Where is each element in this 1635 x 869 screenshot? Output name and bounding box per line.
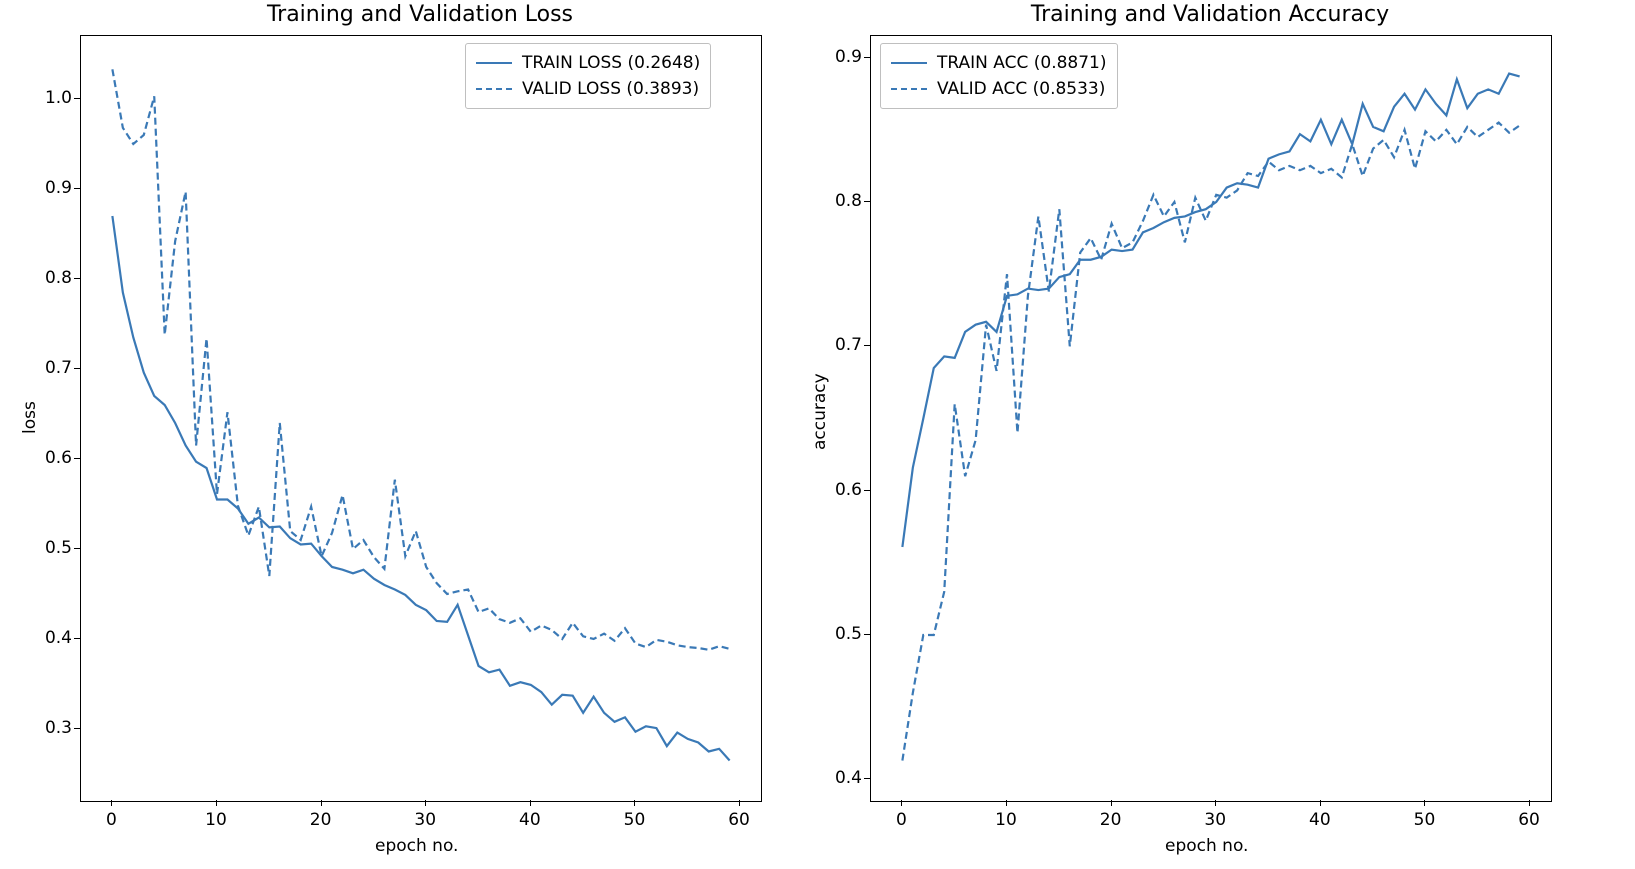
x-tick-label: 50 xyxy=(614,810,654,830)
acc-chart-area xyxy=(870,35,1552,802)
acc-plot-svg xyxy=(871,36,1551,801)
acc-xlabel: epoch no. xyxy=(1165,836,1248,856)
loss-series-1 xyxy=(112,69,729,650)
y-tick xyxy=(864,490,870,491)
y-tick-label: 0.5 xyxy=(38,538,72,558)
y-tick-label: 0.9 xyxy=(828,47,862,67)
y-tick-label: 1.0 xyxy=(38,88,72,108)
x-tick-label: 50 xyxy=(1404,810,1444,830)
y-tick xyxy=(864,201,870,202)
x-tick xyxy=(739,800,740,806)
x-tick-label: 0 xyxy=(881,810,921,830)
x-tick xyxy=(1320,800,1321,806)
x-tick xyxy=(1006,800,1007,806)
y-tick-label: 0.7 xyxy=(828,335,862,355)
x-tick xyxy=(1215,800,1216,806)
x-tick-label: 40 xyxy=(1300,810,1340,830)
legend-label: TRAIN LOSS (0.2648) xyxy=(522,53,700,73)
y-tick-label: 0.4 xyxy=(828,768,862,788)
y-tick-label: 0.5 xyxy=(828,624,862,644)
y-tick xyxy=(864,345,870,346)
acc-title: Training and Validation Accuracy xyxy=(870,2,1550,27)
loss-legend: TRAIN LOSS (0.2648) VALID LOSS (0.3893) xyxy=(465,43,711,109)
legend-item: VALID LOSS (0.3893) xyxy=(476,76,700,102)
x-tick-label: 30 xyxy=(405,810,445,830)
x-tick xyxy=(321,800,322,806)
y-tick xyxy=(74,278,80,279)
y-tick xyxy=(74,548,80,549)
y-tick xyxy=(74,188,80,189)
legend-item: TRAIN ACC (0.8871) xyxy=(891,50,1107,76)
x-tick xyxy=(1111,800,1112,806)
y-tick-label: 0.6 xyxy=(38,448,72,468)
y-tick-label: 0.3 xyxy=(38,718,72,738)
y-tick xyxy=(74,458,80,459)
legend-swatch xyxy=(476,62,512,64)
loss-xlabel: epoch no. xyxy=(375,836,458,856)
y-tick-label: 0.9 xyxy=(38,178,72,198)
legend-label: TRAIN ACC (0.8871) xyxy=(937,53,1107,73)
legend-swatch xyxy=(891,88,927,90)
legend-item: TRAIN LOSS (0.2648) xyxy=(476,50,700,76)
legend-label: VALID LOSS (0.3893) xyxy=(522,79,699,99)
y-tick-label: 0.8 xyxy=(38,268,72,288)
legend-swatch xyxy=(891,62,927,64)
loss-plot-svg xyxy=(81,36,761,801)
x-tick xyxy=(1529,800,1530,806)
x-tick-label: 10 xyxy=(196,810,236,830)
acc-series-1 xyxy=(902,123,1519,761)
y-tick xyxy=(864,57,870,58)
loss-ylabel: loss xyxy=(20,401,40,434)
x-tick-label: 20 xyxy=(1091,810,1131,830)
legend-swatch xyxy=(476,88,512,90)
x-tick xyxy=(901,800,902,806)
y-tick xyxy=(74,368,80,369)
y-tick-label: 0.4 xyxy=(38,628,72,648)
loss-chart-area xyxy=(80,35,762,802)
y-tick-label: 0.8 xyxy=(828,191,862,211)
x-tick xyxy=(111,800,112,806)
x-tick-label: 20 xyxy=(301,810,341,830)
x-tick xyxy=(1424,800,1425,806)
x-tick xyxy=(634,800,635,806)
y-tick xyxy=(864,634,870,635)
x-tick-label: 40 xyxy=(510,810,550,830)
legend-label: VALID ACC (0.8533) xyxy=(937,79,1105,99)
x-tick-label: 60 xyxy=(719,810,759,830)
y-tick xyxy=(864,778,870,779)
loss-title: Training and Validation Loss xyxy=(80,2,760,27)
x-tick xyxy=(216,800,217,806)
legend-item: VALID ACC (0.8533) xyxy=(891,76,1107,102)
y-tick xyxy=(74,98,80,99)
x-tick-label: 30 xyxy=(1195,810,1235,830)
x-tick xyxy=(425,800,426,806)
y-tick-label: 0.6 xyxy=(828,480,862,500)
acc-series-0 xyxy=(902,74,1519,547)
x-tick xyxy=(530,800,531,806)
acc-ylabel: accuracy xyxy=(810,373,830,450)
y-tick xyxy=(74,728,80,729)
acc-legend: TRAIN ACC (0.8871) VALID ACC (0.8533) xyxy=(880,43,1118,109)
loss-series-0 xyxy=(112,216,729,761)
x-tick-label: 0 xyxy=(91,810,131,830)
x-tick-label: 60 xyxy=(1509,810,1549,830)
x-tick-label: 10 xyxy=(986,810,1026,830)
y-tick xyxy=(74,638,80,639)
y-tick-label: 0.7 xyxy=(38,358,72,378)
